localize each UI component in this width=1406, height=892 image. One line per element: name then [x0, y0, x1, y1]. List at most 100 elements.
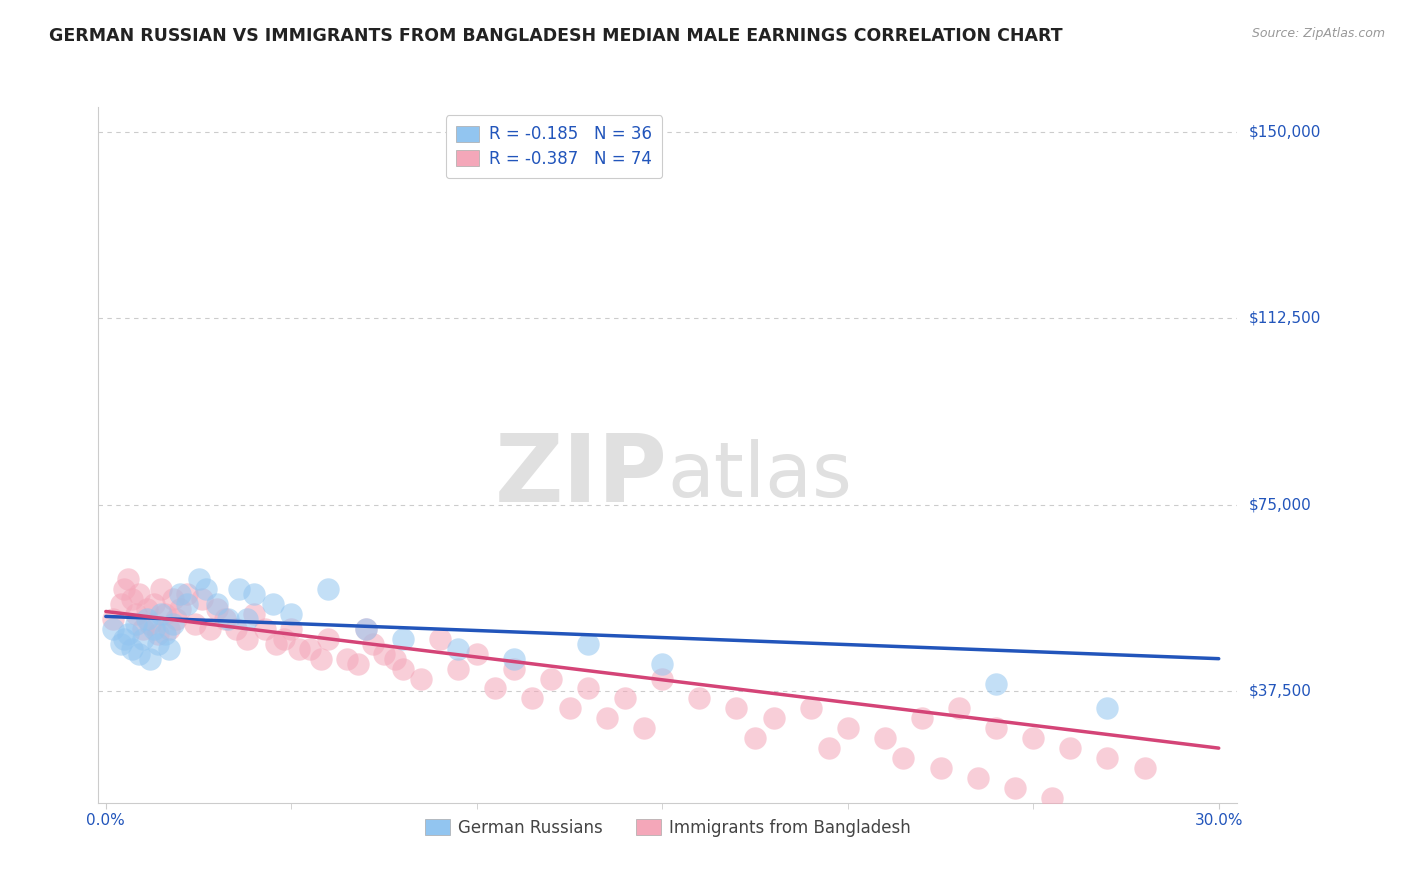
Point: [254, 622, 277, 636]
Point: [121, 641, 143, 656]
Point: [354, 622, 377, 636]
Text: Source: ZipAtlas.com: Source: ZipAtlas.com: [1251, 27, 1385, 40]
Point: [391, 662, 413, 676]
Point: [117, 627, 139, 641]
Point: [103, 622, 125, 636]
Point: [576, 637, 599, 651]
Point: [929, 761, 952, 775]
Point: [162, 592, 184, 607]
Point: [169, 602, 191, 616]
Point: [484, 681, 506, 696]
Text: GERMAN RUSSIAN VS IMMIGRANTS FROM BANGLADESH MEDIAN MALE EARNINGS CORRELATION CH: GERMAN RUSSIAN VS IMMIGRANTS FROM BANGLA…: [49, 27, 1063, 45]
Point: [195, 582, 218, 596]
Point: [576, 681, 599, 696]
Point: [132, 632, 155, 646]
Point: [236, 612, 259, 626]
Point: [135, 602, 157, 616]
Point: [373, 647, 395, 661]
Point: [287, 641, 309, 656]
Point: [558, 701, 581, 715]
Point: [205, 602, 228, 616]
Point: [837, 721, 859, 735]
Point: [540, 672, 562, 686]
Point: [162, 616, 184, 631]
Point: [651, 672, 673, 686]
Text: atlas: atlas: [668, 439, 852, 513]
Point: [298, 641, 321, 656]
Point: [205, 597, 228, 611]
Point: [150, 582, 173, 596]
Point: [225, 622, 247, 636]
Point: [688, 691, 710, 706]
Point: [986, 721, 1008, 735]
Point: [266, 637, 288, 651]
Point: [893, 751, 915, 765]
Point: [503, 651, 526, 665]
Point: [911, 711, 934, 725]
Point: [157, 622, 180, 636]
Point: [336, 651, 359, 665]
Point: [614, 691, 637, 706]
Point: [744, 731, 766, 746]
Point: [391, 632, 413, 646]
Point: [243, 607, 266, 621]
Point: [124, 616, 146, 631]
Point: [187, 572, 209, 586]
Point: [143, 622, 166, 636]
Point: [112, 632, 135, 646]
Point: [262, 597, 284, 611]
Point: [429, 632, 451, 646]
Point: [153, 607, 176, 621]
Point: [146, 637, 169, 651]
Point: [157, 641, 180, 656]
Point: [411, 672, 433, 686]
Point: [103, 612, 125, 626]
Point: [725, 701, 748, 715]
Point: [139, 616, 162, 631]
Point: [176, 587, 198, 601]
Point: [1097, 751, 1119, 765]
Point: [800, 701, 823, 715]
Point: [184, 616, 207, 631]
Point: [214, 612, 236, 626]
Point: [121, 592, 143, 607]
Point: [447, 662, 470, 676]
Point: [243, 587, 266, 601]
Point: [318, 582, 340, 596]
Point: [128, 647, 150, 661]
Point: [143, 597, 166, 611]
Point: [1004, 780, 1026, 795]
Point: [139, 651, 162, 665]
Point: [384, 651, 406, 665]
Point: [110, 637, 132, 651]
Point: [217, 612, 239, 626]
Point: [1097, 701, 1119, 715]
Point: [236, 632, 259, 646]
Point: [135, 612, 157, 626]
Point: [309, 651, 332, 665]
Text: $150,000: $150,000: [1249, 124, 1320, 139]
Point: [818, 741, 841, 756]
Point: [361, 637, 384, 651]
Point: [280, 622, 302, 636]
Point: [146, 627, 169, 641]
Point: [153, 627, 176, 641]
Text: $112,500: $112,500: [1249, 310, 1320, 326]
Point: [354, 622, 377, 636]
Point: [150, 607, 173, 621]
Point: [1133, 761, 1156, 775]
Point: [112, 582, 135, 596]
Point: [522, 691, 544, 706]
Point: [198, 622, 221, 636]
Legend: German Russians, Immigrants from Bangladesh: German Russians, Immigrants from Banglad…: [418, 812, 918, 843]
Point: [465, 647, 488, 661]
Point: [762, 711, 785, 725]
Point: [1040, 790, 1063, 805]
Point: [966, 771, 988, 785]
Point: [318, 632, 340, 646]
Point: [986, 676, 1008, 690]
Text: $75,000: $75,000: [1249, 497, 1312, 512]
Point: [595, 711, 617, 725]
Point: [447, 641, 470, 656]
Point: [1059, 741, 1081, 756]
